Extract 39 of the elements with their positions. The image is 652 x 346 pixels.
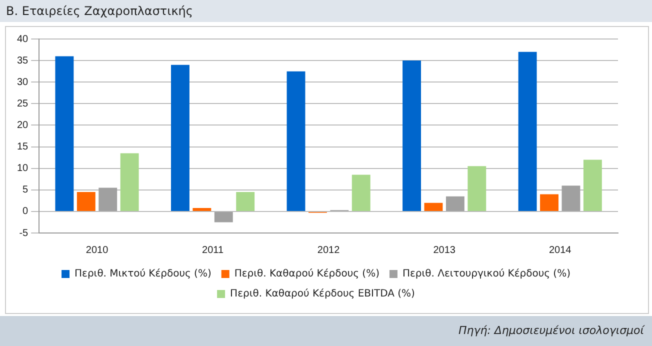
legend-label: Περιθ. Μικτού Κέρδους (%) <box>74 268 212 280</box>
bar <box>120 153 139 211</box>
bar <box>518 52 537 211</box>
x-tick-label: 2014 <box>548 244 572 256</box>
bar <box>583 160 602 211</box>
y-tick-label: 40 <box>17 34 29 45</box>
bar <box>446 196 464 211</box>
bar <box>402 60 421 211</box>
bar <box>562 186 580 211</box>
x-tick-label: 2012 <box>317 244 340 256</box>
x-tick-label: 2013 <box>433 244 456 256</box>
bar <box>286 71 306 211</box>
bar <box>55 56 74 211</box>
bar <box>171 64 190 211</box>
text: Πηγή: Δημοσιευμένοι ισολογισμοί <box>0 316 652 346</box>
bar <box>76 192 96 211</box>
x-tick-label: 2011 <box>202 244 224 256</box>
y-tick-label: 0 <box>22 206 29 218</box>
bar <box>468 166 486 211</box>
legend-label: Περιθ. Λειτουργικού Κέρδους (%) <box>402 268 571 280</box>
chart-title: Β. Εταιρείες Ζαχαροπλαστικής <box>0 0 652 22</box>
legend-label: Περιθ. Καθαρού Κέρδους (%) <box>234 268 380 280</box>
bar <box>352 174 370 211</box>
y-tick-label: 35 <box>17 55 29 66</box>
bar <box>214 212 233 222</box>
y-tick-label: -5 <box>19 228 29 239</box>
bar <box>424 202 443 211</box>
bar <box>98 188 118 211</box>
bar <box>540 194 558 211</box>
y-tick-label: 5 <box>22 184 29 196</box>
bar <box>236 192 255 211</box>
y-tick-label: 15 <box>17 142 29 153</box>
y-tick-label: 25 <box>17 98 29 110</box>
legend-label: Περιθ. Καθαρού Κέρδους EBITDA (%) <box>230 288 416 300</box>
y-tick-label: 10 <box>17 163 29 174</box>
x-tick-label: 2010 <box>86 244 109 256</box>
y-tick-label: 30 <box>17 76 29 88</box>
y-tick-label: 20 <box>17 120 29 131</box>
bar <box>192 208 212 211</box>
